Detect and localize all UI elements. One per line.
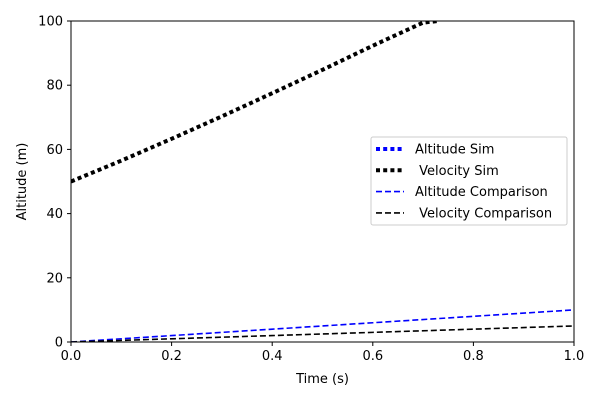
legend-label: Velocity Sim <box>415 164 499 179</box>
series-line-3 <box>71 325 574 342</box>
x-tick-label: 0.4 <box>262 349 283 364</box>
y-axis: 0 20 40 60 80 100 <box>38 15 71 351</box>
y-tick-label: 80 <box>46 79 63 94</box>
x-tick-label: 0.0 <box>61 349 82 364</box>
series-lines <box>71 21 574 342</box>
y-tick-label: 60 <box>46 143 63 158</box>
y-tick-label: 100 <box>38 15 63 30</box>
x-tick-label: 0.2 <box>161 349 182 364</box>
legend-label: Altitude Sim <box>415 143 494 158</box>
x-tick-label: 0.8 <box>463 349 484 364</box>
legend-label: Velocity Comparison <box>415 206 552 221</box>
y-tick-label: 20 <box>46 271 63 286</box>
series-line-2 <box>71 309 574 342</box>
x-axis-label: Time (s) <box>295 372 349 387</box>
legend-box <box>370 136 568 226</box>
y-tick-label: 0 <box>55 336 63 351</box>
x-tick-label: 1.0 <box>564 349 585 364</box>
legend: Altitude Sim Velocity Sim Altitude Compar… <box>370 136 568 226</box>
x-tick-label: 0.6 <box>362 349 383 364</box>
series-line-1 <box>71 21 439 184</box>
x-axis: 0.0 0.2 0.4 0.6 0.8 1.0 <box>61 342 585 364</box>
axes-frame <box>70 20 575 343</box>
legend-label: Altitude Comparison <box>415 185 548 200</box>
y-tick-label: 40 <box>46 207 63 222</box>
y-axis-label: Altitude (m) <box>15 143 30 221</box>
